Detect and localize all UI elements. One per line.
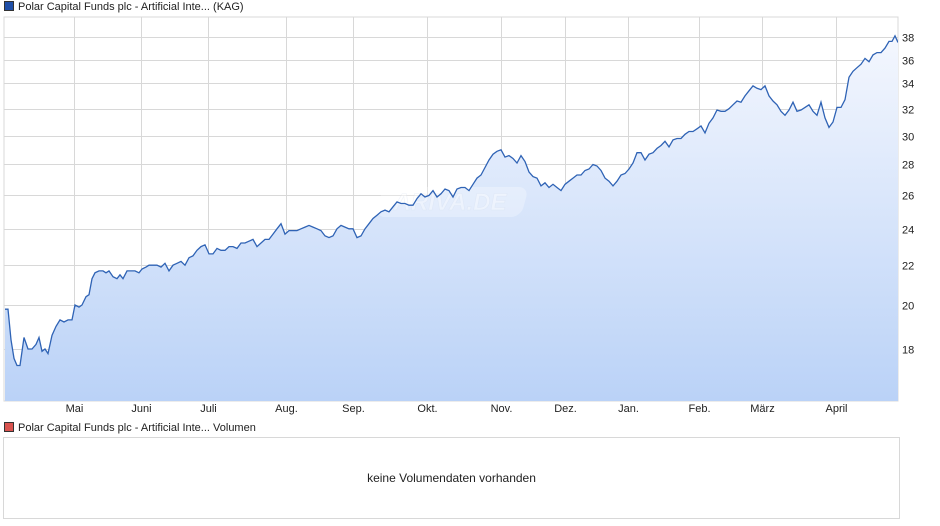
price-line bbox=[5, 34, 898, 367]
volume-legend-swatch bbox=[4, 422, 14, 432]
y-tick-label: 26 bbox=[902, 191, 914, 203]
y-tick-label: 34 bbox=[902, 79, 914, 91]
watermark: ARIVA.DE bbox=[377, 187, 527, 217]
volume-empty-message: keine Volumendaten vorhanden bbox=[367, 471, 536, 485]
price-legend-swatch bbox=[4, 1, 14, 11]
y-tick-label: 28 bbox=[902, 160, 914, 172]
x-tick-label: April bbox=[825, 403, 847, 415]
y-tick-label: 30 bbox=[902, 132, 914, 144]
x-axis: Mai Juni Juli Aug. Sep. Okt. Nov. Dez. Jan. Feb. M… bbox=[66, 403, 848, 415]
x-tick-label: Feb. bbox=[688, 403, 710, 415]
y-axis: 18 20 22 24 26 28 30 32 34 36 38 bbox=[902, 33, 914, 357]
y-tick-label: 20 bbox=[902, 301, 914, 313]
x-tick-label: Aug. bbox=[275, 403, 298, 415]
x-tick-label: Nov. bbox=[491, 403, 513, 415]
price-legend: Polar Capital Funds plc - Artificial Int… bbox=[4, 0, 244, 14]
y-tick-label: 32 bbox=[902, 105, 914, 117]
x-tick-label: Dez. bbox=[554, 403, 577, 415]
x-tick-label: Mai bbox=[66, 403, 84, 415]
y-tick-label: 38 bbox=[902, 33, 914, 45]
x-tick-label: Juni bbox=[131, 403, 151, 415]
volume-chart: keine Volumendaten vorhanden bbox=[3, 437, 900, 519]
x-tick-label: Juli bbox=[200, 403, 217, 415]
price-area bbox=[5, 35, 898, 401]
volume-legend-label: Polar Capital Funds plc - Artificial Int… bbox=[18, 422, 256, 434]
volume-legend: Polar Capital Funds plc - Artificial Int… bbox=[4, 421, 256, 435]
y-tick-label: 22 bbox=[902, 261, 914, 273]
x-tick-label: Sep. bbox=[342, 403, 365, 415]
price-legend-label: Polar Capital Funds plc - Artificial Int… bbox=[18, 1, 244, 13]
price-chart: ARIVA.DE 18 20 22 24 26 28 30 32 34 36 38 Mai Juni J… bbox=[3, 16, 914, 415]
y-tick-label: 18 bbox=[902, 345, 914, 357]
x-tick-label: Jan. bbox=[618, 403, 639, 415]
x-tick-label: März bbox=[750, 403, 774, 415]
y-tick-label: 36 bbox=[902, 56, 914, 68]
x-tick-label: Okt. bbox=[417, 403, 437, 415]
y-tick-label: 24 bbox=[902, 225, 914, 237]
